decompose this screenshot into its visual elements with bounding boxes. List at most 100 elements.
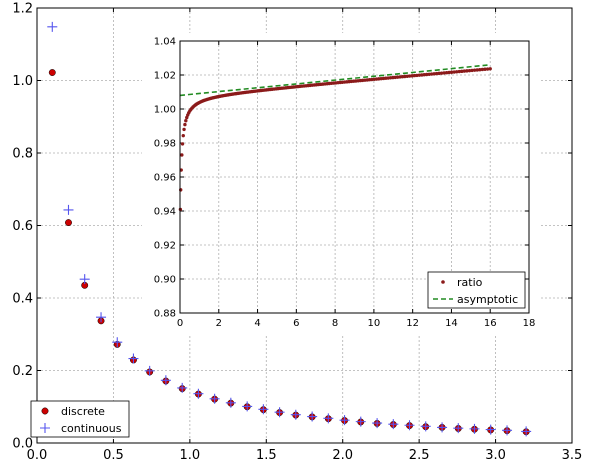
main-point-continuous (47, 21, 58, 32)
inset-series-asymptotic (179, 64, 491, 97)
main-xtick-label: 0.5 (103, 448, 124, 460)
inset-point-ratio (434, 71, 439, 76)
inset-ytick-label: 0.96 (154, 173, 176, 184)
main-point-continuous (193, 388, 204, 399)
inset-series-ratio (178, 67, 492, 212)
inset-point-ratio (180, 153, 184, 157)
main-point-discrete (65, 219, 72, 227)
main-ytick-label: 0.2 (12, 364, 33, 379)
main-point-discrete (48, 69, 56, 76)
inset-point-ratio (439, 71, 444, 75)
main-legend-marker-discrete (41, 407, 49, 415)
inset-ytick-label: 1.04 (154, 37, 176, 48)
main-point-continuous (485, 424, 496, 435)
inset-xtick-label: 0 (177, 318, 183, 329)
inset-point-ratio (472, 68, 477, 72)
inset-point-ratio (449, 70, 454, 74)
inset-ytick-label: 1.02 (154, 71, 176, 82)
inset-point-ratio (478, 68, 482, 72)
inset-xtick-label: 10 (368, 318, 381, 329)
inset-point-ratio (442, 71, 446, 75)
inset-point-ratio (465, 69, 469, 73)
main-point-continuous (144, 365, 155, 376)
inset-xtick-label: 8 (332, 318, 338, 329)
inset-point-ratio (475, 68, 479, 72)
inset-legend-box (427, 271, 526, 309)
inset-point-ratio (412, 73, 417, 78)
main-point-continuous (307, 411, 318, 422)
inset-legend: ratio asymptotic (427, 271, 526, 309)
inset-xtick-label: 12 (406, 318, 419, 329)
main-legend-label: continuous (61, 422, 122, 435)
inset-frame (179, 40, 530, 314)
inset-point-ratio (483, 67, 487, 71)
main-point-continuous (290, 409, 301, 420)
main-point-continuous (274, 407, 285, 418)
main-legend: discrete continuous (30, 400, 130, 438)
inset-point-ratio (457, 69, 461, 74)
inset-point-ratio (425, 72, 429, 77)
inset-legend-label: ratio (457, 276, 483, 289)
inset-point-ratio (460, 69, 464, 74)
inset-point-ratio (480, 67, 485, 72)
inset-point-ratio (455, 70, 459, 74)
main-point-continuous (177, 382, 188, 393)
main-xtick-label: 2.0 (332, 448, 353, 460)
main-point-continuous (339, 415, 350, 426)
inset-ytick-label: 1.00 (154, 105, 176, 116)
inset-point-ratio (183, 122, 187, 127)
inset-ytick-label: 0.92 (154, 241, 176, 252)
main-legend-label: discrete (61, 405, 105, 418)
main-ytick-label: 1.2 (12, 2, 33, 17)
inset-point-ratio (485, 67, 490, 71)
inset-legend-label: asymptotic (457, 293, 518, 306)
inset-xtick-label: 2 (216, 318, 222, 329)
main-point-continuous (355, 416, 366, 427)
inset-point-ratio (444, 70, 449, 75)
main-point-continuous (323, 413, 334, 424)
main-point-continuous (63, 204, 74, 215)
inset-point-ratio (462, 69, 467, 73)
main-point-continuous (225, 397, 236, 408)
inset-point-ratio (420, 73, 424, 77)
main-frame (36, 7, 573, 444)
main-xtick-label: 1.0 (180, 448, 201, 460)
main-ytick-label: 0.8 (12, 147, 33, 162)
main-point-continuous (521, 426, 532, 437)
main-point-continuous (502, 425, 513, 436)
inset-point-ratio (180, 142, 185, 146)
main-point-continuous (437, 422, 448, 433)
inset-ytick-label: 0.90 (154, 275, 176, 286)
inset-point-ratio (447, 70, 451, 75)
inset-point-ratio (470, 68, 474, 73)
main-point-continuous (160, 375, 171, 386)
inset-point-ratio (488, 67, 492, 71)
main-point-continuous (209, 393, 220, 404)
main-point-continuous (404, 420, 415, 431)
inset-legend-marker-ratio (441, 280, 445, 284)
inset-xtick-label: 18 (523, 318, 536, 329)
inset-point-ratio (467, 68, 472, 73)
main-point-continuous (128, 353, 139, 364)
inset-xtick-label: 4 (254, 318, 260, 329)
main-legend-box (30, 400, 130, 438)
main-xtick-label: 3.0 (485, 448, 506, 460)
inset-plot-area: 0 2 4 6 8 10 12 14 16 18 0.88 0.90 0.92 0.94 0.96 0.98 1… (154, 37, 536, 329)
inset-ytick-label: 0.88 (154, 309, 176, 320)
main-point-continuous (372, 418, 383, 429)
inset-point-ratio (427, 72, 431, 76)
inset-point-ratio (181, 133, 185, 138)
inset-point-ratio (415, 73, 419, 78)
inset-point-ratio (185, 115, 189, 120)
main-xtick-label: 3.5 (562, 448, 583, 460)
inset-point-ratio (422, 73, 426, 77)
main-xtick-label: 1.5 (256, 448, 277, 460)
inset-point-ratio (417, 73, 422, 77)
inset-xtick-label: 16 (484, 318, 497, 329)
main-ytick-label: 0.0 (12, 437, 33, 452)
inset-point-ratio (437, 71, 441, 76)
inset-ytick-label: 0.98 (154, 139, 176, 150)
main-ytick-label: 1.0 (12, 74, 33, 89)
